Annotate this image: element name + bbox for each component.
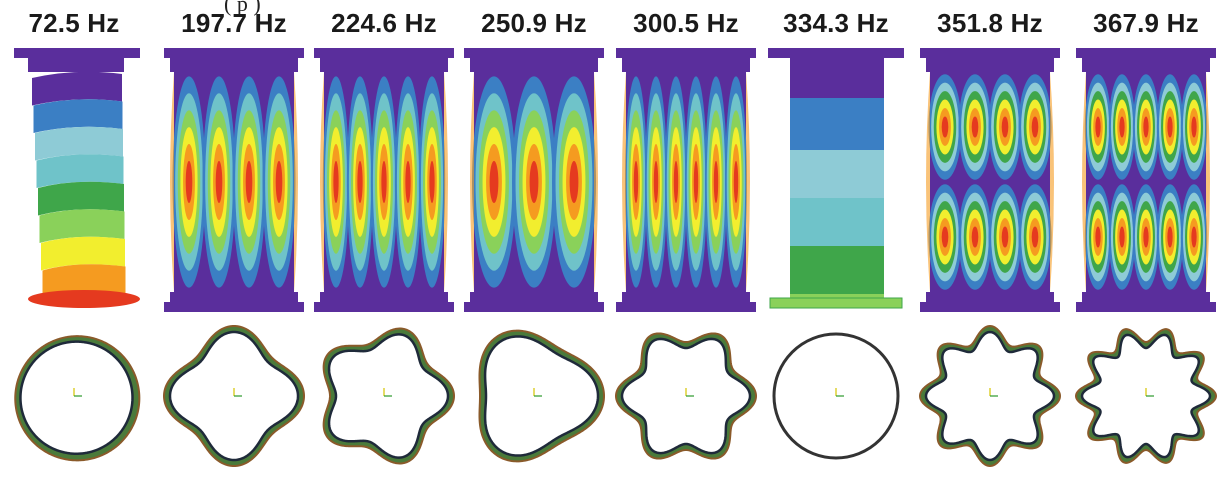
top-flange — [768, 48, 904, 58]
frequency-label: 197.7 Hz — [181, 8, 287, 38]
mode-contour — [489, 160, 499, 204]
section-ring — [772, 332, 900, 460]
mode-contour — [1095, 116, 1101, 138]
mode-contour — [32, 71, 122, 106]
frequency-label: 334.3 Hz — [783, 8, 889, 38]
mode-column: 367.9 Hz — [1072, 0, 1220, 477]
mode-contour — [653, 160, 659, 204]
side-view-mode-shape — [164, 48, 304, 312]
mode-column: 224.6 Hz — [310, 0, 458, 477]
bottom-flange — [314, 302, 454, 312]
mode-contour — [790, 198, 884, 246]
frequency-label: 351.8 Hz — [937, 8, 1043, 38]
cross-section-mode-shape — [1074, 328, 1218, 464]
mode-column: 334.3 Hz — [762, 0, 910, 477]
side-view-mode-shape — [464, 48, 604, 312]
mode-contour — [35, 126, 123, 161]
mode-contour — [36, 154, 124, 188]
mode-contour — [41, 236, 125, 271]
frequency-label: 300.5 Hz — [633, 8, 739, 38]
mode-contour — [429, 160, 435, 204]
cross-section-mode-shape — [322, 327, 456, 465]
mode-contour — [790, 150, 884, 198]
top-flange — [164, 48, 304, 58]
mode-contour — [1119, 116, 1125, 138]
mode-contour — [1167, 226, 1173, 248]
mode-contour — [529, 160, 539, 204]
mode-contour — [38, 181, 124, 216]
cross-section-mode-shape — [478, 329, 606, 463]
mode-column: 300.5 Hz — [612, 0, 760, 477]
mode-column: 72.5 Hz — [0, 0, 148, 477]
mode-contour — [1119, 226, 1125, 248]
side-view-mode-shape — [768, 48, 904, 309]
side-view-mode-shape — [616, 48, 756, 312]
mode-column: 351.8 Hz — [916, 0, 1064, 477]
side-view-mode-shape — [14, 48, 140, 308]
cross-section-mode-shape — [918, 324, 1062, 468]
mode-contour — [1167, 116, 1173, 138]
mode-contour — [1001, 226, 1009, 248]
mode-contour — [1095, 226, 1101, 248]
top-flange — [314, 48, 454, 58]
mode-contour — [790, 246, 884, 294]
frequency-label: 250.9 Hz — [481, 8, 587, 38]
mode-contour — [39, 209, 125, 243]
mode-contour — [633, 160, 639, 204]
mode-contour — [275, 160, 283, 204]
bottom-flange — [616, 302, 756, 312]
mode-contour — [1191, 226, 1197, 248]
mode-contour — [1031, 116, 1039, 138]
top-flange — [14, 48, 140, 58]
mode-contour — [1001, 116, 1009, 138]
mode-contour — [673, 160, 679, 204]
mode-contour — [381, 160, 387, 204]
mode-contour — [971, 226, 979, 248]
frequency-label: 224.6 Hz — [331, 8, 437, 38]
mode-contour — [33, 99, 123, 133]
mode-contour — [1031, 226, 1039, 248]
bottom-flange — [164, 302, 304, 312]
top-flange — [464, 48, 604, 58]
mode-contour — [971, 116, 979, 138]
top-flange — [616, 48, 756, 58]
mode-contour — [713, 160, 719, 204]
mode-contour — [1143, 226, 1149, 248]
cross-section-mode-shape — [772, 332, 900, 460]
bottom-flange — [769, 297, 903, 309]
mode-contour — [215, 160, 223, 204]
mode-column: 197.7 Hz — [160, 0, 308, 477]
frequency-label: 72.5 Hz — [28, 8, 120, 38]
mode-contour — [42, 264, 126, 298]
mode-contour — [1191, 116, 1197, 138]
mode-contour — [1143, 116, 1149, 138]
caption-fragment: ( p ) — [224, 0, 261, 16]
cross-section-mode-shape — [14, 335, 141, 462]
mode-contour — [357, 160, 363, 204]
mode-contour — [569, 160, 579, 204]
side-view-mode-shape — [1076, 48, 1216, 312]
mode-contour — [941, 226, 949, 248]
top-flange — [920, 48, 1060, 58]
mode-contour — [790, 98, 884, 150]
mode-column: 250.9 Hz — [460, 0, 608, 477]
frequency-label: 367.9 Hz — [1093, 8, 1199, 38]
mode-contour — [333, 160, 339, 204]
side-view-mode-shape — [314, 48, 454, 312]
bottom-flange — [920, 302, 1060, 312]
mode-contour — [185, 160, 193, 204]
mode-contour — [941, 116, 949, 138]
bottom-flange — [28, 290, 140, 308]
side-view-mode-shape — [920, 48, 1060, 312]
bottom-flange — [1076, 302, 1216, 312]
mode-contour — [733, 160, 739, 204]
top-flange — [1076, 48, 1216, 58]
bottom-flange — [464, 302, 604, 312]
mode-contour — [405, 160, 411, 204]
mode-contour — [245, 160, 253, 204]
mode-contour — [693, 160, 699, 204]
cross-section-mode-shape — [162, 324, 306, 468]
cross-section-mode-shape — [614, 332, 758, 460]
